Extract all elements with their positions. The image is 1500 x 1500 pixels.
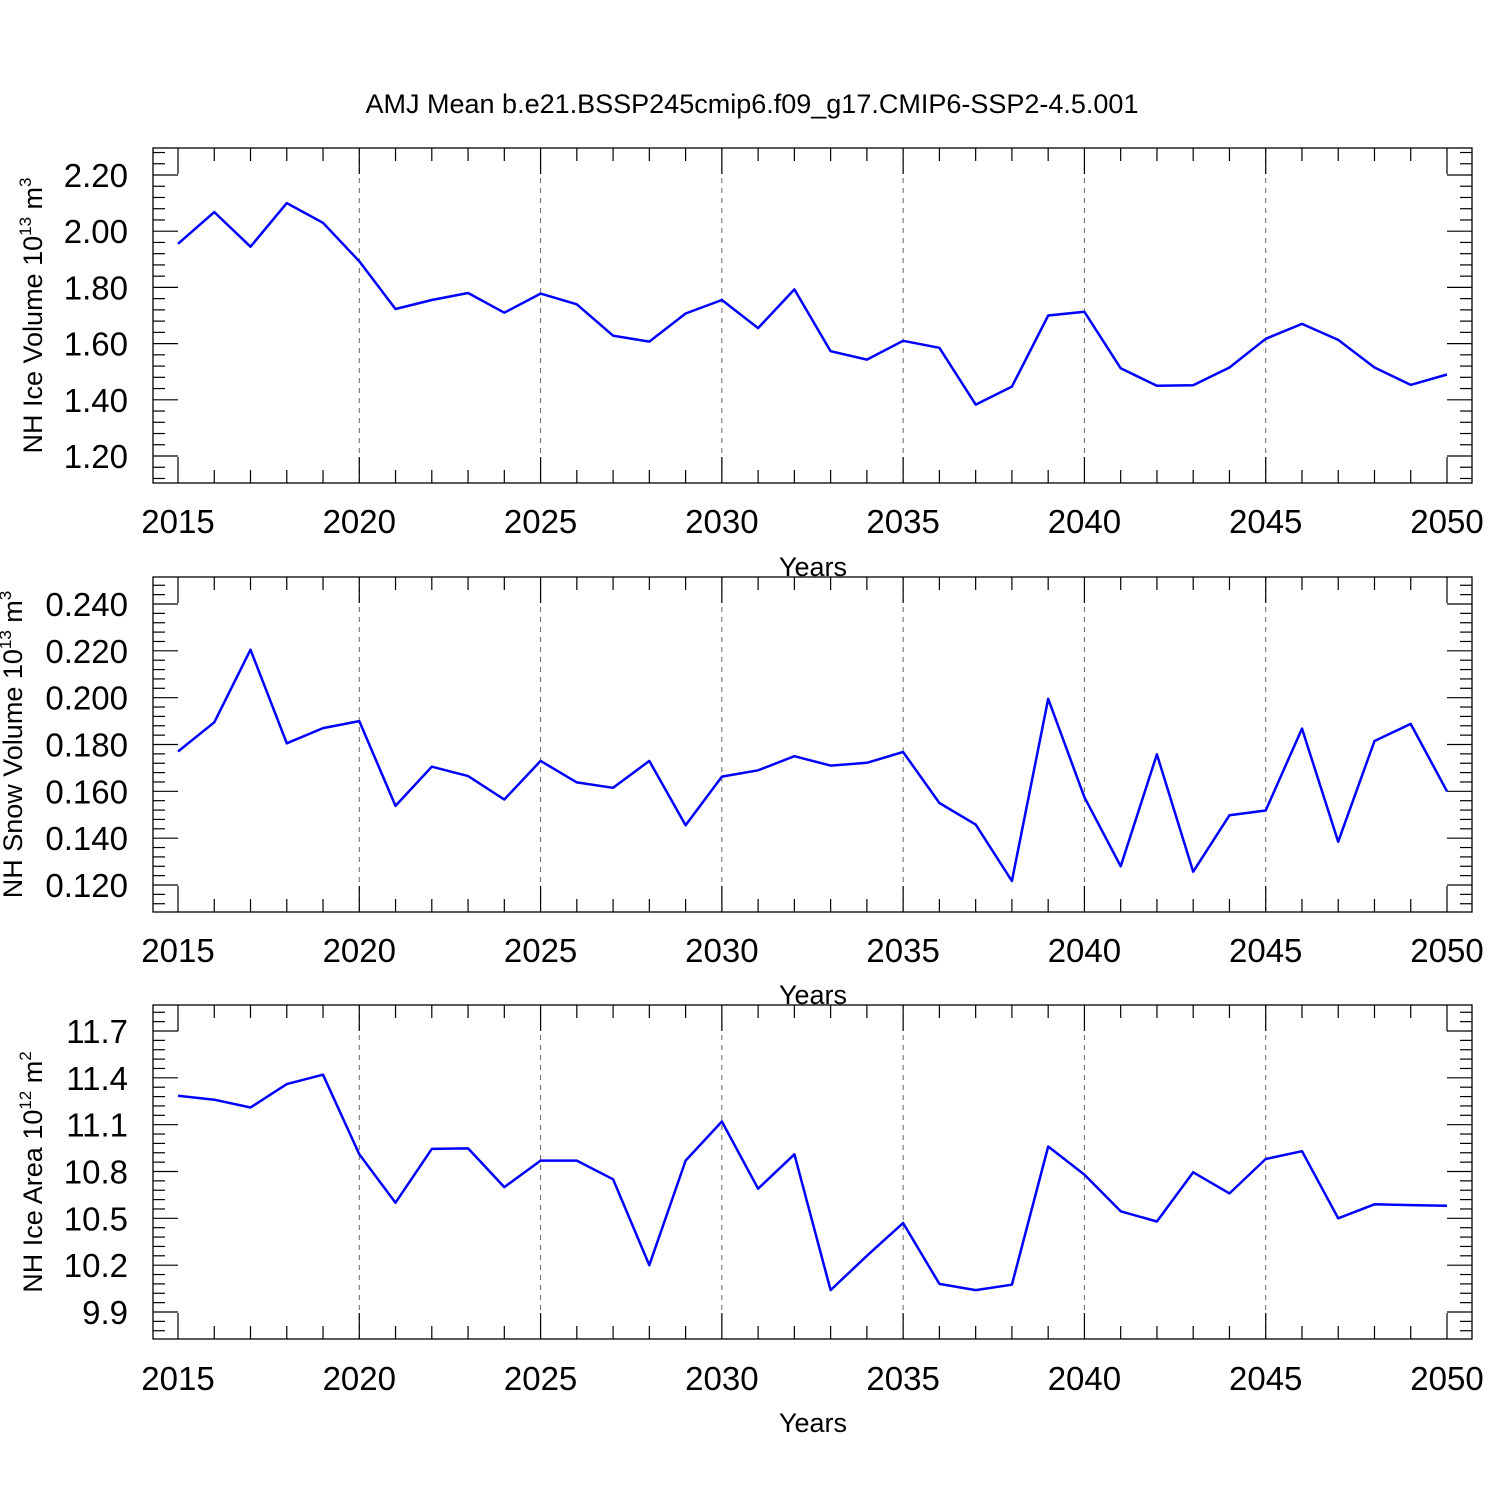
y-tick-label: 0.160 — [45, 773, 128, 810]
x-tick-label: 2050 — [1410, 1360, 1483, 1397]
y-tick-label: 0.140 — [45, 820, 128, 857]
x-tick-label: 2015 — [141, 932, 214, 969]
x-tick-label: 2035 — [866, 932, 939, 969]
x-tick-label: 2030 — [685, 1360, 758, 1397]
x-tick-label: 2050 — [1410, 932, 1483, 969]
series-line — [177, 1073, 1448, 1292]
x-tick-label: 2025 — [504, 932, 577, 969]
y-axis-title-main: NH Snow Volume 10 — [0, 649, 28, 898]
y-tick-label: 11.1 — [66, 1107, 128, 1144]
y-tick-label: 2.00 — [64, 213, 128, 250]
x-tick-label: 2030 — [685, 932, 758, 969]
y-axis-title-unit: m — [0, 600, 28, 630]
series-line — [177, 201, 1448, 406]
x-tick-label: 2045 — [1229, 932, 1302, 969]
y-tick-label: 9.9 — [82, 1294, 128, 1331]
y-axis-title-unit-exponent: 3 — [16, 178, 35, 187]
y-tick-label: 10.8 — [64, 1154, 128, 1191]
y-tick-label: 1.20 — [64, 438, 128, 475]
y-axis-title-unit-exponent: 3 — [0, 591, 15, 600]
series-line — [177, 648, 1449, 883]
x-tick-label: 2035 — [866, 1360, 939, 1397]
y-axis-title-unit-exponent: 2 — [16, 1051, 35, 1060]
x-tick-label: 2015 — [141, 1360, 214, 1397]
x-tick-label: 2040 — [1048, 503, 1121, 540]
y-axis-title-exponent: 13 — [0, 630, 15, 649]
y-tick-label: 0.120 — [45, 867, 128, 904]
x-tick-label: 2040 — [1048, 1360, 1121, 1397]
y-tick-label: 11.4 — [66, 1060, 128, 1097]
panel-3: 9.9 10.2 10.5 10.8 11.1 11.4 11.7 2015 2020 2025 2… — [16, 1004, 1484, 1438]
y-tick-label: 0.180 — [45, 727, 128, 764]
x-tick-label: 2025 — [504, 1360, 577, 1397]
y-tick-label: 1.80 — [64, 269, 128, 306]
y-axis-title: NH Ice Area 1012 m2 — [16, 1051, 48, 1292]
x-tick-label: 2020 — [323, 932, 396, 969]
y-axis-title-main: NH Ice Area 10 — [18, 1110, 48, 1293]
y-axis-title: NH Ice Volume 1013 m3 — [16, 178, 48, 454]
x-tick-label: 2020 — [323, 1360, 396, 1397]
x-tick-label: 2045 — [1229, 1360, 1302, 1397]
y-tick-label: 10.2 — [64, 1247, 128, 1284]
y-axis-title-exponent: 13 — [16, 217, 35, 236]
y-tick-label: 10.5 — [64, 1200, 128, 1237]
y-axis-title-main: NH Ice Volume 10 — [18, 236, 48, 454]
y-tick-label: 0.220 — [45, 633, 128, 670]
y-tick-label: 0.240 — [45, 586, 128, 623]
panel-2: 0.120 0.140 0.160 0.180 0.200 0.220 0.240 2015 2… — [0, 576, 1484, 1010]
y-tick-label: 1.40 — [64, 382, 128, 419]
chart-title: AMJ Mean b.e21.BSSP245cmip6.f09_g17.CMIP… — [366, 89, 1139, 119]
panel-1: 1.20 1.40 1.60 1.80 2.00 2.20 2015 2020 2025 2030… — [16, 147, 1484, 582]
plot-frame — [152, 147, 1473, 484]
x-tick-label: 2045 — [1229, 503, 1302, 540]
y-tick-label: 0.200 — [45, 680, 128, 717]
x-tick-label: 2020 — [323, 503, 396, 540]
y-axis-title-unit: m — [18, 1061, 48, 1091]
y-tick-label: 11.7 — [66, 1013, 128, 1050]
y-axis-title: NH Snow Volume 1013 m3 — [0, 591, 28, 899]
y-tick-label: 2.20 — [64, 157, 128, 194]
x-tick-label: 2050 — [1410, 503, 1483, 540]
x-tick-label: 2030 — [685, 503, 758, 540]
y-axis-title-unit: m — [18, 187, 48, 217]
plot-frame — [152, 576, 1473, 913]
y-axis-title-exponent: 12 — [16, 1091, 35, 1110]
x-tick-label: 2040 — [1048, 932, 1121, 969]
panels: 1.20 1.40 1.60 1.80 2.00 2.20 2015 2020 2025 2030… — [0, 147, 1484, 1438]
x-tick-label: 2035 — [866, 503, 939, 540]
plot-frame — [152, 1004, 1473, 1340]
x-tick-label: 2025 — [504, 503, 577, 540]
x-tick-label: 2015 — [141, 503, 214, 540]
y-tick-label: 1.60 — [64, 326, 128, 363]
x-axis-title: Years — [779, 1408, 847, 1438]
